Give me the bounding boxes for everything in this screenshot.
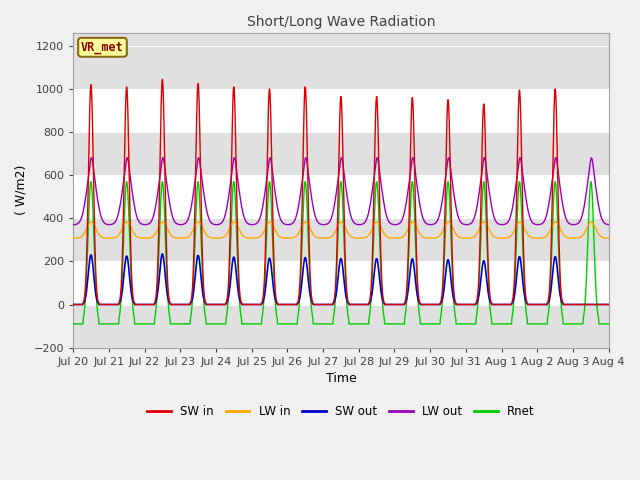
Bar xyxy=(73,132,609,175)
X-axis label: Time: Time xyxy=(326,372,356,385)
Legend: SW in, LW in, SW out, LW out, Rnet: SW in, LW in, SW out, LW out, Rnet xyxy=(142,401,540,423)
Bar xyxy=(73,89,609,132)
Title: Short/Long Wave Radiation: Short/Long Wave Radiation xyxy=(246,15,435,29)
Text: VR_met: VR_met xyxy=(81,41,124,54)
Bar xyxy=(73,175,609,218)
Bar xyxy=(73,304,609,348)
Bar xyxy=(73,46,609,89)
Bar xyxy=(73,218,609,262)
Y-axis label: ( W/m2): ( W/m2) xyxy=(15,165,28,216)
Bar xyxy=(73,262,609,304)
